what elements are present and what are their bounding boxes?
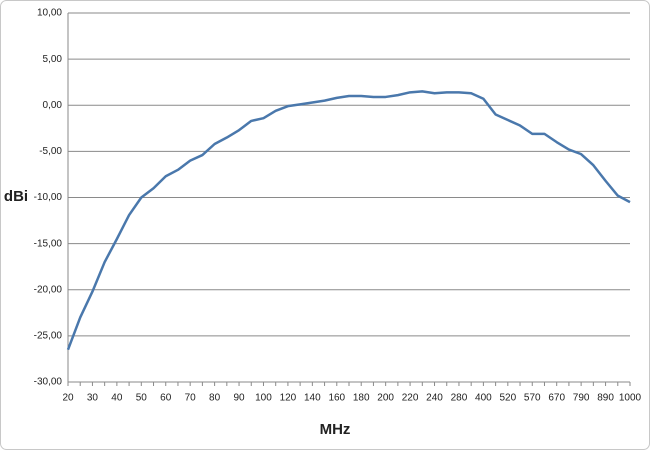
x-tick-label: 90 xyxy=(233,393,245,404)
x-tick-label: 30 xyxy=(87,393,99,404)
y-tick-label: 10,00 xyxy=(37,8,62,19)
y-tick-label: 0,00 xyxy=(43,100,63,111)
x-axis-title: MHz xyxy=(320,421,351,438)
x-tick-label: 40 xyxy=(111,393,123,404)
y-tick-label: -30,00 xyxy=(34,377,63,388)
x-tick-label: 240 xyxy=(426,393,443,404)
x-tick-label: 400 xyxy=(475,393,492,404)
x-tick-label: 60 xyxy=(160,393,172,404)
x-tick-label: 520 xyxy=(499,393,516,404)
x-tick-label: 280 xyxy=(451,393,468,404)
x-tick-label: 670 xyxy=(548,393,565,404)
y-tick-label: -25,00 xyxy=(34,331,63,342)
x-tick-label: 160 xyxy=(328,393,345,404)
x-tick-label: 120 xyxy=(280,393,297,404)
y-axis-title: dBi xyxy=(4,188,28,205)
x-tick-label: 1000 xyxy=(619,393,642,404)
x-tick-label: 140 xyxy=(304,393,321,404)
x-tick-label: 80 xyxy=(209,393,221,404)
y-tick-label: -10,00 xyxy=(34,192,63,203)
x-tick-label: 570 xyxy=(524,393,541,404)
x-tick-label: 180 xyxy=(353,393,370,404)
y-tick-label: -20,00 xyxy=(34,284,63,295)
y-tick-label: -5,00 xyxy=(39,146,62,157)
x-tick-label: 20 xyxy=(62,393,74,404)
x-tick-label: 790 xyxy=(573,393,590,404)
x-tick-label: 70 xyxy=(185,393,197,404)
data-line xyxy=(66,90,631,351)
y-tick-label: 5,00 xyxy=(43,54,63,65)
x-tick-label: 100 xyxy=(255,393,272,404)
x-tick-label: 50 xyxy=(136,393,148,404)
x-tick-label: 890 xyxy=(597,393,614,404)
x-tick-label: 200 xyxy=(377,393,394,404)
x-tick-label: 220 xyxy=(402,393,419,404)
y-tick-label: -15,00 xyxy=(34,238,63,249)
